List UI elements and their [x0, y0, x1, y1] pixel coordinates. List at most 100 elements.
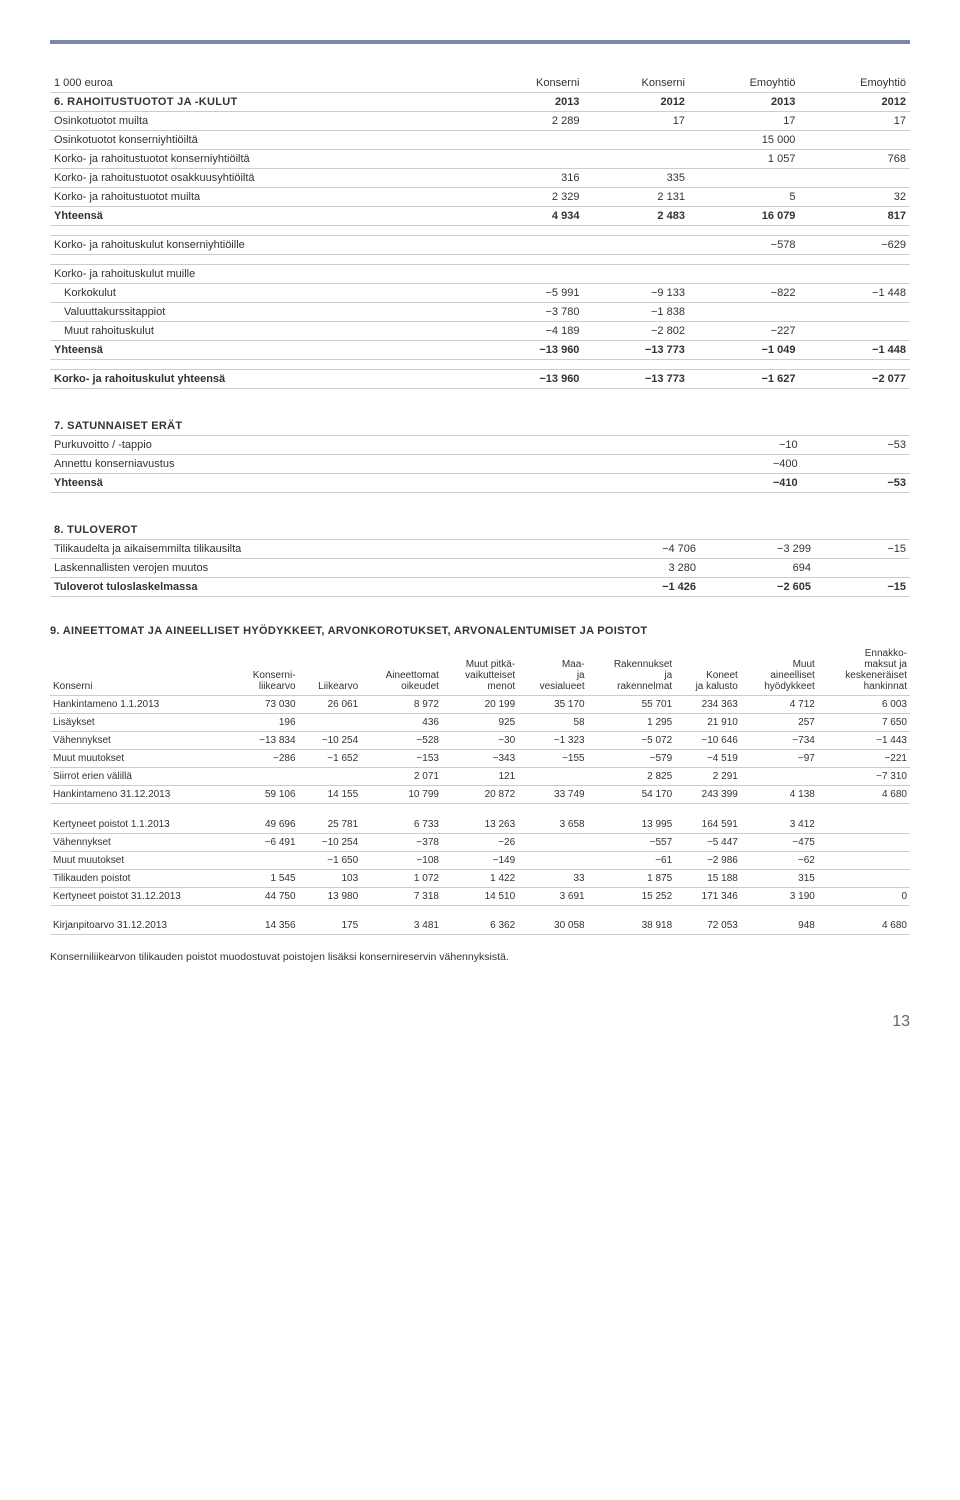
- col-head: Muut pitkä-vaikutteisetmenot: [442, 645, 518, 696]
- row-label: Valuuttakurssitappiot: [50, 303, 478, 322]
- cell: 1 545: [232, 869, 298, 887]
- cell: [232, 851, 298, 869]
- cell: −1 650: [299, 851, 362, 869]
- cell: −1 448: [799, 284, 910, 303]
- cell: 1 057: [689, 150, 800, 169]
- cell: [799, 303, 910, 322]
- cell: −3 780: [478, 303, 584, 322]
- cell: [818, 816, 910, 834]
- cell: 2 131: [583, 188, 689, 207]
- cell: 58: [518, 714, 587, 732]
- cell: −9 133: [583, 284, 689, 303]
- cell: 3 412: [741, 816, 818, 834]
- cell: 17: [583, 112, 689, 131]
- cell: 3 691: [518, 887, 587, 905]
- cell: [604, 436, 636, 455]
- cell: [299, 768, 362, 786]
- cell: 164 591: [675, 816, 741, 834]
- top-bar: [50, 40, 910, 44]
- col-head: Konserni: [478, 74, 584, 93]
- row-label: Laskennallisten verojen muutos: [50, 559, 585, 578]
- year: 2012: [583, 93, 689, 112]
- cell: 25 781: [299, 816, 362, 834]
- col-head: Maa-javesialueet: [518, 645, 587, 696]
- cell: −7 310: [818, 768, 910, 786]
- cell: 35 170: [518, 696, 587, 714]
- cell: [518, 768, 587, 786]
- cell: 0: [818, 887, 910, 905]
- cell: 2 289: [478, 112, 584, 131]
- cell: −53: [802, 474, 910, 493]
- cell: 3 190: [741, 887, 818, 905]
- cell: 55 701: [588, 696, 676, 714]
- cell: −1 049: [689, 341, 800, 360]
- cell: 4 934: [478, 207, 584, 226]
- cell: −1 838: [583, 303, 689, 322]
- cell: 33: [518, 869, 587, 887]
- cell: 59 106: [232, 786, 298, 804]
- cell: 2 329: [478, 188, 584, 207]
- cell: −1 652: [299, 750, 362, 768]
- cell: −13 960: [478, 370, 584, 389]
- cell: −5 072: [588, 732, 676, 750]
- cell: 436: [361, 714, 442, 732]
- cell: [818, 833, 910, 851]
- cell: −155: [518, 750, 587, 768]
- section-9-note: Konserniliikearvon tilikauden poistot mu…: [50, 951, 910, 963]
- row-label: Korko- ja rahoitustuotot muilta: [50, 188, 478, 207]
- cell: 1 072: [361, 869, 442, 887]
- row-label: Annettu konserniavustus: [50, 455, 604, 474]
- cell: 817: [799, 207, 910, 226]
- cell: 3 481: [361, 917, 442, 935]
- cell: 13 263: [442, 816, 518, 834]
- cell: 4 138: [741, 786, 818, 804]
- cell: 14 155: [299, 786, 362, 804]
- cell: −579: [588, 750, 676, 768]
- col-head: Rakennuksetjarakennelmat: [588, 645, 676, 696]
- row-label: Vähennykset: [50, 732, 232, 750]
- row-label: Tilikaudelta ja aikaisemmilta tilikausil…: [50, 540, 585, 559]
- cell: [518, 851, 587, 869]
- cell: [636, 455, 668, 474]
- cell: [815, 578, 837, 597]
- cell: 30 058: [518, 917, 587, 935]
- section-6-title: 6. RAHOITUSTUOTOT JA -KULUT: [50, 93, 478, 112]
- col-head: Aineettomatoikeudet: [361, 645, 442, 696]
- row-label: Kertyneet poistot 31.12.2013: [50, 887, 232, 905]
- row-label: Muut rahoituskulut: [50, 322, 478, 341]
- cell: −3 299: [700, 540, 815, 559]
- cell: 2 291: [675, 768, 741, 786]
- cell: 17: [689, 112, 800, 131]
- cell: 13 995: [588, 816, 676, 834]
- row-label: Muut muutokset: [50, 750, 232, 768]
- section-9-table: KonserniKonserni-liikearvoLiikearvoAinee…: [50, 645, 910, 935]
- row-label: Yhteensä: [50, 207, 478, 226]
- cell: 1 875: [588, 869, 676, 887]
- cell: −2 077: [799, 370, 910, 389]
- cell: [815, 540, 837, 559]
- row-label: Korko- ja rahoituskulut konserniyhtiöill…: [50, 236, 478, 255]
- cell: −153: [361, 750, 442, 768]
- row-label: Korko- ja rahoitustuotot konserniyhtiöil…: [50, 150, 478, 169]
- section-6-table: 1 000 euroa Konserni Konserni Emoyhtiö E…: [50, 74, 910, 389]
- cell: [802, 455, 910, 474]
- section-8-title: 8. TULOVEROT: [50, 521, 585, 540]
- cell: −2 605: [700, 578, 815, 597]
- cell: [818, 869, 910, 887]
- cell: −343: [442, 750, 518, 768]
- cell: 20 872: [442, 786, 518, 804]
- cell: 3 280: [585, 559, 700, 578]
- cell: 694: [700, 559, 815, 578]
- cell: 17: [799, 112, 910, 131]
- cell: −15: [837, 540, 910, 559]
- cell: [583, 131, 689, 150]
- row-label: Yhteensä: [50, 474, 604, 493]
- cell: [478, 236, 584, 255]
- row-label: Korko- ja rahoituskulut yhteensä: [50, 370, 478, 389]
- year: 2012: [799, 93, 910, 112]
- cell: 6 733: [361, 816, 442, 834]
- row-label: Tilikauden poistot: [50, 869, 232, 887]
- cell: −13 960: [478, 341, 584, 360]
- row-label: Tuloverot tuloslaskelmassa: [50, 578, 585, 597]
- cell: 257: [741, 714, 818, 732]
